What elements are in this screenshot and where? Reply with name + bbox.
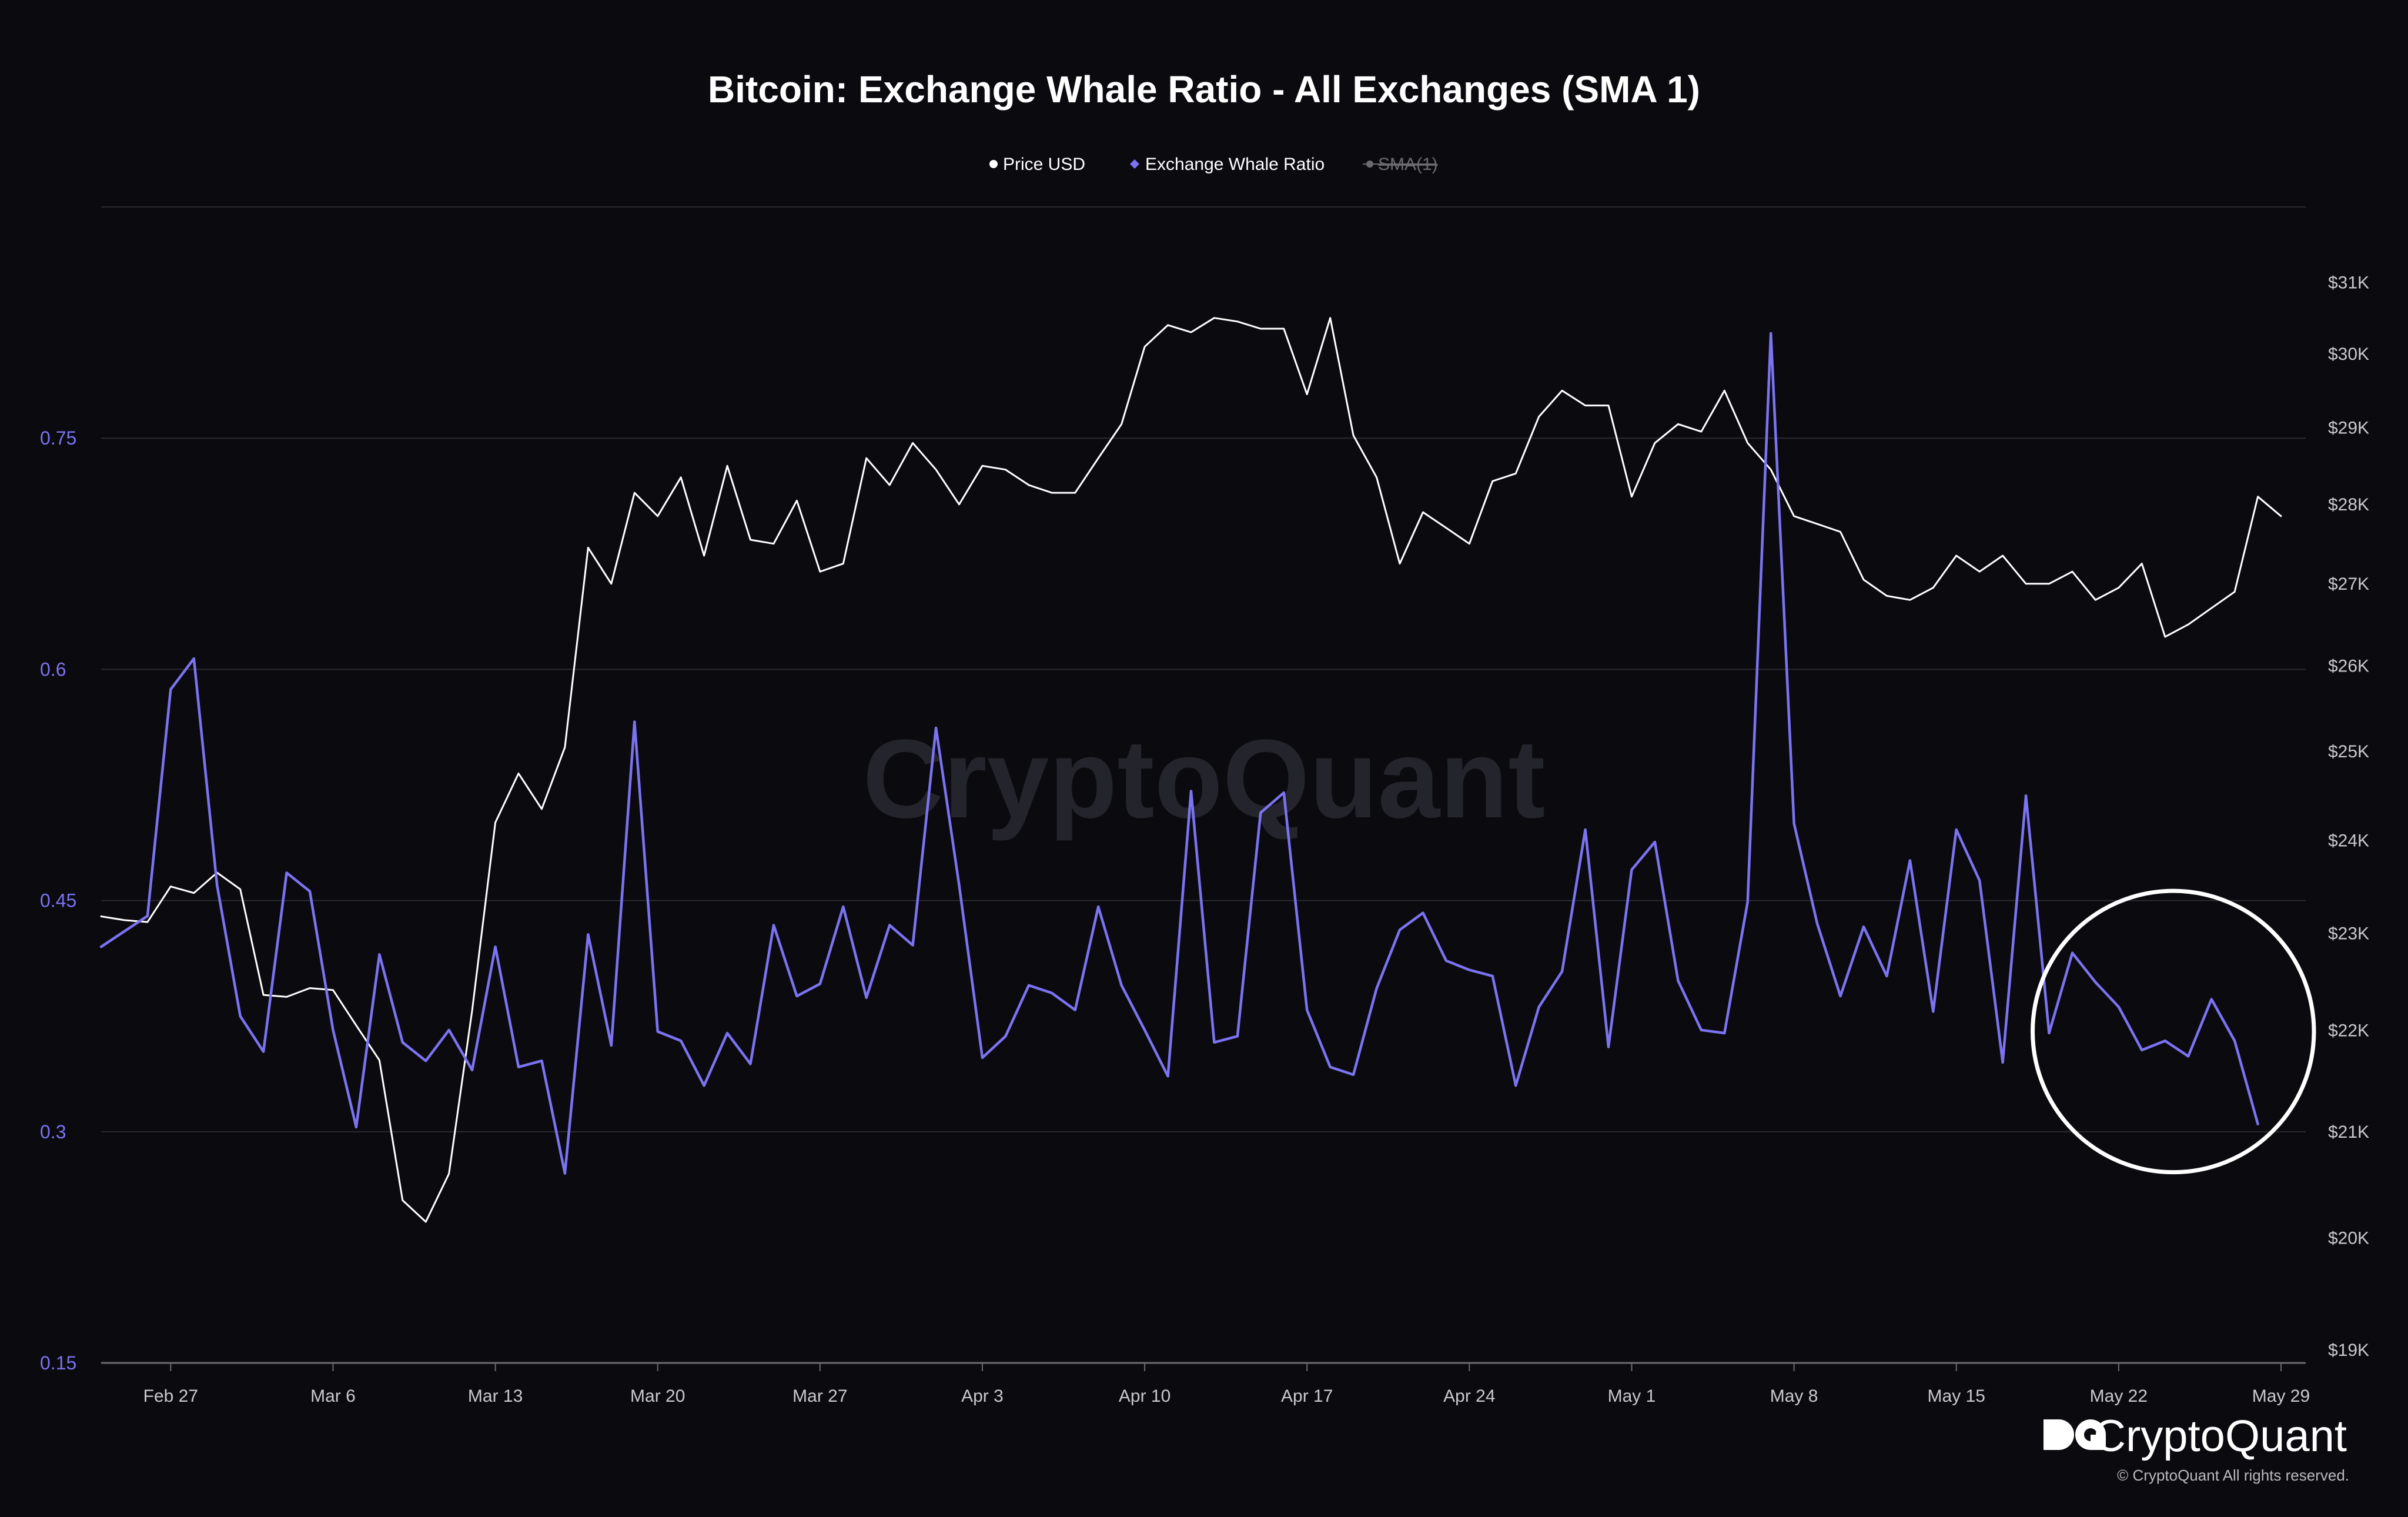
brand-logo: CryptoQuant © CryptoQuant All rights res… [2044, 1411, 2349, 1484]
legend-label-whale-ratio: Exchange Whale Ratio [1145, 155, 1325, 174]
right-tick-label: $20K [2328, 1229, 2369, 1248]
left-tick-label: 0.3 [40, 1121, 66, 1142]
x-tick-label: May 1 [1608, 1386, 1656, 1406]
series-layer [99, 317, 2282, 1223]
left-tick-label: 0.45 [40, 890, 76, 911]
exchange-whale-ratio-line [99, 332, 2259, 1175]
right-axis: $19K $20K $21K $22K $23K $24K $25K $26K $27K $28K… [2328, 273, 2369, 1360]
x-tick-label: May 22 [2090, 1386, 2148, 1406]
cryptoquant-logo-icon [2044, 1419, 2106, 1450]
legend: Price USD Exchange Whale Ratio SMA(1) [989, 155, 1438, 174]
watermark: CryptoQuant [862, 717, 1545, 841]
x-tick-label: Mar 13 [468, 1386, 523, 1406]
right-tick-label: $26K [2328, 657, 2369, 676]
price-usd-line [100, 317, 2282, 1223]
legend-item-whale-ratio[interactable]: Exchange Whale Ratio [1130, 155, 1325, 174]
right-tick-label: $30K [2328, 345, 2369, 364]
right-tick-label: $27K [2328, 574, 2369, 594]
x-tick-label: Apr 3 [961, 1386, 1004, 1406]
left-tick-label: 0.75 [40, 427, 76, 449]
legend-marker-whale-ratio [1130, 159, 1139, 169]
right-tick-label: $25K [2328, 742, 2369, 761]
x-tick-label: Mar 6 [310, 1386, 356, 1406]
highlight-circle-annotation [2031, 888, 2316, 1175]
right-tick-label: $31K [2328, 273, 2369, 292]
x-tick-label: Feb 27 [143, 1386, 198, 1406]
copyright-text: © CryptoQuant All rights reserved. [2117, 1466, 2349, 1484]
right-tick-label: $21K [2328, 1122, 2369, 1142]
x-tick-label: Apr 24 [1443, 1386, 1495, 1406]
right-tick-label: $19K [2328, 1341, 2369, 1360]
annotation-layer [2031, 888, 2316, 1175]
left-tick-label: 0.6 [40, 659, 66, 680]
right-tick-label: $29K [2328, 419, 2369, 438]
x-tick-label: Apr 17 [1281, 1386, 1333, 1406]
legend-item-price[interactable]: Price USD [989, 155, 1085, 174]
left-axis: 0.15 0.3 0.45 0.6 0.75 [40, 427, 76, 1374]
x-axis: Feb 27 Mar 6 Mar 13 Mar 20 Mar 27 Apr 3 Apr 10… [143, 1363, 2310, 1406]
gridlines [101, 206, 2306, 1364]
x-tick-label: May 8 [1770, 1386, 1818, 1406]
x-tick-label: May 15 [1928, 1386, 1985, 1406]
legend-item-sma[interactable]: SMA(1) [1363, 155, 1438, 174]
x-tick-label: Apr 10 [1119, 1386, 1170, 1406]
x-tick-label: Mar 27 [792, 1386, 847, 1406]
left-tick-label: 0.15 [40, 1352, 76, 1374]
right-tick-label: $24K [2328, 831, 2369, 851]
chart-title: Bitcoin: Exchange Whale Ratio - All Exch… [708, 68, 1700, 111]
x-tick-label: Mar 20 [630, 1386, 685, 1406]
brand-name: CryptoQuant [2093, 1411, 2347, 1461]
x-tick-label: May 29 [2252, 1386, 2310, 1406]
right-tick-label: $23K [2328, 924, 2369, 943]
legend-label-price: Price USD [1003, 155, 1085, 174]
right-tick-label: $22K [2328, 1021, 2369, 1040]
right-tick-label: $28K [2328, 495, 2369, 514]
legend-label-sma: SMA(1) [1378, 155, 1438, 174]
legend-marker-price [989, 160, 998, 168]
